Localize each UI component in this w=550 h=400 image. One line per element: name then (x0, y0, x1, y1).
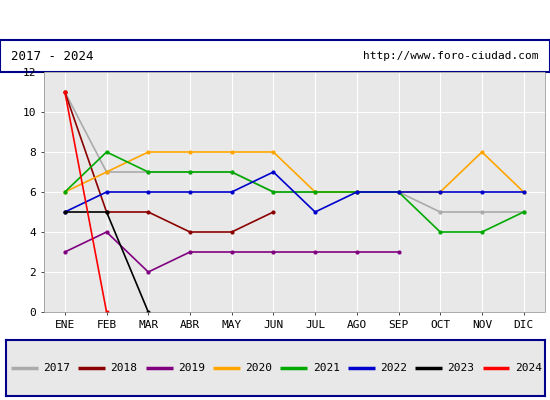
Text: 2018: 2018 (111, 363, 138, 373)
Text: 2020: 2020 (245, 363, 272, 373)
Text: 2024: 2024 (515, 363, 542, 373)
Text: 2019: 2019 (178, 363, 205, 373)
Text: 2023: 2023 (448, 363, 475, 373)
Text: 2017: 2017 (43, 363, 70, 373)
Text: http://www.foro-ciudad.com: http://www.foro-ciudad.com (364, 51, 539, 61)
Text: 2017 - 2024: 2017 - 2024 (11, 50, 94, 62)
Text: Evolucion del paro registrado en Espinosa de los Caballeros: Evolucion del paro registrado en Espinos… (6, 12, 544, 28)
Text: 2021: 2021 (313, 363, 340, 373)
Text: 2022: 2022 (380, 363, 407, 373)
